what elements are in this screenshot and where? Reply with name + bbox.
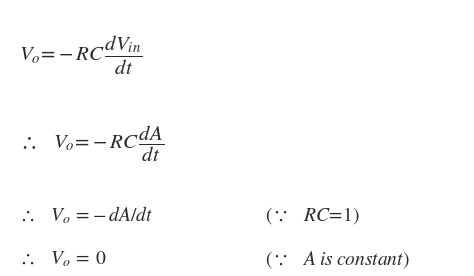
Text: $(\because\quad A\;is\;constant)$: $(\because\quad A\;is\;constant)$ — [265, 249, 410, 270]
Text: $\therefore\quad V_o\,=\!-dA/dt$: $\therefore\quad V_o\,=\!-dA/dt$ — [19, 205, 153, 226]
Text: $\therefore\quad V_o\,=\;0$: $\therefore\quad V_o\,=\;0$ — [19, 250, 107, 269]
Text: $(\because\quad RC\!=\!1)$: $(\because\quad RC\!=\!1)$ — [265, 205, 360, 226]
Text: $\therefore\quad V_o\!=\!-RC\,\dfrac{dA}{dt}$: $\therefore\quad V_o\!=\!-RC\,\dfrac{dA}… — [19, 123, 164, 164]
Text: $V_o\!=\!-RC\,\dfrac{dV_{in}}{dt}$: $V_o\!=\!-RC\,\dfrac{dV_{in}}{dt}$ — [19, 34, 142, 77]
